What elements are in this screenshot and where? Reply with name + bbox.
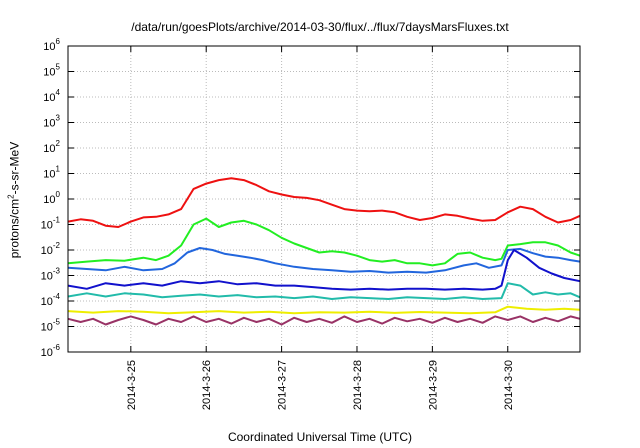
- x-tick-label: 2014-3-25: [126, 360, 138, 410]
- y-tick-label: 101: [43, 165, 60, 181]
- y-tick-label: 102: [43, 139, 60, 155]
- series-line-teal: [67, 282, 581, 300]
- x-tick-label: 2014-3-30: [503, 360, 515, 410]
- series-line-green: [67, 217, 581, 267]
- series-line-yellow: [67, 305, 581, 315]
- x-tick-label: 2014-3-27: [277, 360, 289, 410]
- y-tick-label: 10-3: [41, 267, 61, 283]
- y-tick-label: 100: [43, 190, 60, 206]
- y-tick-label: 10-5: [41, 318, 61, 334]
- x-tick-label: 2014-3-26: [201, 360, 213, 410]
- y-tick-label: 104: [43, 88, 60, 104]
- y-tick-label: 10-2: [41, 241, 61, 257]
- series-line-red: [67, 177, 581, 228]
- y-tick-label: 10-1: [41, 216, 61, 232]
- plot-frame: [67, 45, 581, 353]
- chart-title: /data/run/goesPlots/archive/2014-03-30/f…: [131, 20, 509, 34]
- y-tick-label: 10-6: [41, 343, 61, 359]
- series-line-blue: [67, 247, 581, 274]
- x-tick-label: 2014-3-28: [352, 360, 364, 410]
- x-axis-label: Coordinated Universal Time (UTC): [227, 430, 413, 444]
- series-line-purple: [67, 315, 581, 326]
- y-tick-label: 103: [43, 114, 60, 130]
- x-tick-label: 2014-3-29: [427, 360, 439, 410]
- y-tick-label: 10-4: [41, 292, 61, 308]
- y-tick-label: 105: [43, 63, 60, 79]
- y-tick-label: 106: [43, 37, 60, 53]
- series-line-navy: [67, 249, 581, 291]
